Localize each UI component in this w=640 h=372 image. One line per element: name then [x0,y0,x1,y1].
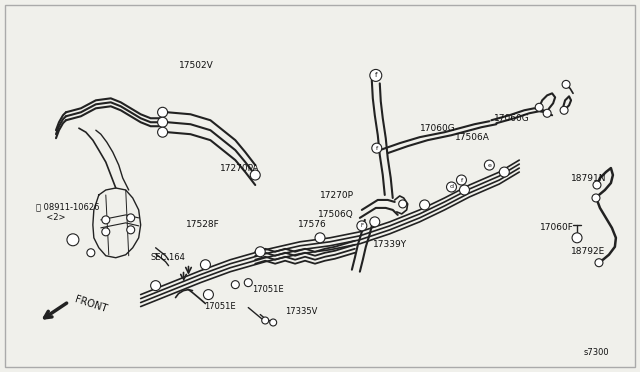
Circle shape [484,160,494,170]
Text: FRONT: FRONT [73,295,108,314]
Circle shape [262,317,269,324]
Circle shape [204,290,213,299]
Circle shape [244,279,252,286]
Circle shape [200,260,211,270]
Text: F: F [360,223,364,228]
Text: SEC.164: SEC.164 [150,253,186,262]
Circle shape [357,221,367,231]
Text: s7300: s7300 [583,348,609,357]
Text: f: f [374,73,377,78]
Text: 17506Q: 17506Q [318,211,354,219]
Circle shape [592,194,600,202]
Circle shape [315,233,325,243]
Text: 17506A: 17506A [454,133,490,142]
Text: 17060G: 17060G [420,124,456,133]
Circle shape [127,214,134,222]
Circle shape [593,181,601,189]
Circle shape [370,217,380,227]
Circle shape [572,233,582,243]
Text: 17270P: 17270P [320,192,354,201]
Text: d: d [449,185,454,189]
Circle shape [595,259,603,267]
Circle shape [157,107,168,117]
Circle shape [102,216,110,224]
Text: 18792E: 18792E [571,247,605,256]
Text: f: f [376,146,378,151]
Circle shape [543,109,551,117]
Text: 17502V: 17502V [179,61,213,70]
Circle shape [560,106,568,114]
Text: <2>: <2> [41,214,65,222]
Circle shape [231,280,239,289]
Circle shape [562,80,570,89]
Circle shape [372,143,382,153]
Text: 17576: 17576 [298,220,327,230]
Text: 17051E: 17051E [204,302,236,311]
Circle shape [157,127,168,137]
Circle shape [456,175,467,185]
Text: 17339Y: 17339Y [373,240,407,249]
Circle shape [87,249,95,257]
Text: 17060G: 17060G [494,114,530,123]
Text: 17270PA: 17270PA [220,164,260,173]
Circle shape [399,200,406,208]
Circle shape [370,70,382,81]
Circle shape [250,170,260,180]
Circle shape [150,280,161,291]
Circle shape [499,167,509,177]
Circle shape [269,319,276,326]
Circle shape [255,247,265,257]
Text: 17060F: 17060F [540,223,574,232]
Circle shape [447,182,456,192]
Circle shape [127,226,134,234]
Text: 17335V: 17335V [285,307,317,316]
Text: 17051E: 17051E [252,285,284,294]
Circle shape [535,103,543,111]
Text: e: e [488,163,492,167]
Text: 17528F: 17528F [186,220,220,230]
Circle shape [157,117,168,127]
Text: 18791N: 18791N [571,173,607,183]
Text: Ⓝ 08911-10626: Ⓝ 08911-10626 [36,202,100,211]
Text: f: f [460,177,463,183]
Circle shape [420,200,429,210]
Circle shape [67,234,79,246]
Circle shape [102,228,110,236]
Circle shape [460,185,469,195]
